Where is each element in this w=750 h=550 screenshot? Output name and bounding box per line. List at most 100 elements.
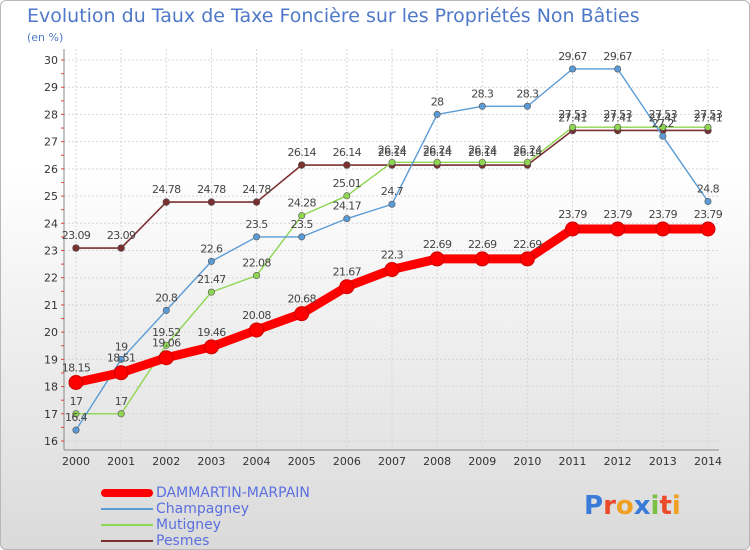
data-label-pesmes: 24.78 — [242, 183, 271, 196]
point-dammartin — [565, 221, 581, 237]
legend-swatch-mutigney — [101, 524, 153, 526]
y-tick-label: 23 — [44, 245, 58, 258]
point-mutigney — [207, 288, 215, 296]
x-tick-label: 2004 — [243, 455, 271, 468]
data-label-champagney: 28.3 — [471, 87, 494, 100]
x-tick-label: 2012 — [604, 455, 632, 468]
chart-title: Evolution du Taux de Taxe Foncière sur l… — [27, 5, 640, 27]
data-label-dammartin: 23.79 — [603, 208, 632, 221]
point-mutigney — [433, 158, 441, 166]
point-champagney — [478, 102, 486, 110]
point-mutigney — [343, 192, 351, 200]
point-champagney — [614, 65, 622, 73]
point-dammartin — [700, 221, 716, 237]
data-label-mutigney: 19.52 — [152, 326, 181, 339]
data-label-dammartin: 23.79 — [694, 208, 723, 221]
data-label-mutigney: 26.24 — [468, 143, 497, 156]
data-label-pesmes: 24.78 — [152, 183, 181, 196]
legend-swatch-dammartin — [101, 489, 153, 497]
point-dammartin — [249, 322, 265, 338]
point-mutigney — [298, 212, 306, 220]
data-label-pesmes: 27.41 — [558, 111, 587, 124]
data-label-dammartin: 21.67 — [333, 266, 362, 279]
data-label-champagney: 20.8 — [155, 291, 178, 304]
x-tick-label: 2008 — [423, 455, 451, 468]
y-tick-label: 19 — [44, 353, 58, 366]
point-dammartin — [429, 251, 445, 267]
x-tick-label: 2003 — [197, 455, 225, 468]
data-label-champagney: 24.8 — [697, 183, 720, 196]
data-label-dammartin: 19.46 — [197, 326, 226, 339]
point-dammartin — [203, 339, 219, 355]
data-label-mutigney: 24.28 — [287, 197, 316, 210]
data-label-dammartin: 22.69 — [423, 238, 452, 251]
data-label-mutigney: 17 — [115, 395, 128, 408]
point-dammartin — [519, 251, 535, 267]
data-label-mutigney: 26.24 — [378, 143, 407, 156]
data-label-dammartin: 20.08 — [242, 309, 271, 322]
data-label-champagney: 23.5 — [246, 218, 269, 231]
data-label-pesmes: 26.14 — [333, 146, 362, 159]
y-tick-label: 18 — [44, 381, 58, 394]
point-mutigney — [659, 123, 667, 131]
data-label-dammartin: 20.68 — [287, 293, 316, 306]
x-tick-label: 2010 — [513, 455, 541, 468]
y-tick-label: 26 — [44, 163, 58, 176]
y-tick-label: 20 — [44, 326, 58, 339]
point-dammartin — [294, 306, 310, 322]
point-mutigney — [704, 123, 712, 131]
point-champagney — [523, 102, 531, 110]
y-tick-label: 21 — [44, 299, 58, 312]
point-mutigney — [614, 123, 622, 131]
proxiti-logo: Proxiti — [584, 491, 681, 521]
data-label-mutigney: 22.08 — [242, 257, 271, 270]
unit-label: (en %) — [27, 31, 64, 44]
point-pesmes — [343, 161, 351, 169]
y-tick-label: 25 — [44, 190, 58, 203]
data-label-mutigney: 27.53 — [558, 108, 587, 121]
data-label-champagney: 28.3 — [516, 87, 539, 100]
point-pesmes — [298, 161, 306, 169]
point-mutigney — [388, 158, 396, 166]
legend-label-mutigney: Mutigney — [156, 517, 221, 533]
data-label-champagney: 29.67 — [558, 50, 587, 63]
data-label-mutigney: 26.24 — [423, 143, 452, 156]
x-tick-label: 2002 — [152, 455, 180, 468]
data-label-dammartin: 23.79 — [558, 208, 587, 221]
data-label-pesmes: 26.14 — [513, 146, 542, 159]
point-mutigney — [569, 123, 577, 131]
point-champagney — [298, 233, 306, 241]
point-mutigney — [72, 410, 80, 418]
point-champagney — [388, 200, 396, 208]
x-tick-label: 2005 — [288, 455, 316, 468]
y-tick-label: 28 — [44, 108, 58, 121]
data-label-pesmes: 27.41 — [694, 111, 723, 124]
point-dammartin — [655, 221, 671, 237]
y-tick-label: 30 — [44, 54, 58, 67]
point-champagney — [253, 233, 261, 241]
point-dammartin — [474, 251, 490, 267]
x-tick-label: 2000 — [62, 455, 90, 468]
data-label-champagney: 28 — [431, 95, 444, 108]
x-tick-label: 2011 — [559, 455, 587, 468]
data-label-pesmes: 23.09 — [107, 229, 136, 242]
point-champagney — [117, 355, 125, 363]
y-tick-label: 27 — [44, 136, 58, 149]
data-label-mutigney: 17 — [70, 395, 83, 408]
point-pesmes — [117, 244, 125, 252]
point-mutigney — [117, 410, 125, 418]
point-pesmes — [72, 244, 80, 252]
point-dammartin — [68, 374, 84, 390]
point-mutigney — [478, 158, 486, 166]
data-label-pesmes: 26.14 — [468, 146, 497, 159]
data-label-champagney: 16.4 — [65, 411, 88, 424]
point-dammartin — [113, 365, 129, 381]
point-mutigney — [253, 272, 261, 280]
legend-label-champagney: Champagney — [156, 501, 249, 517]
point-dammartin — [610, 221, 626, 237]
point-dammartin — [339, 279, 355, 295]
legend-swatch-champagney — [101, 508, 153, 510]
data-label-dammartin: 22.3 — [381, 249, 404, 262]
point-dammartin — [158, 350, 174, 366]
